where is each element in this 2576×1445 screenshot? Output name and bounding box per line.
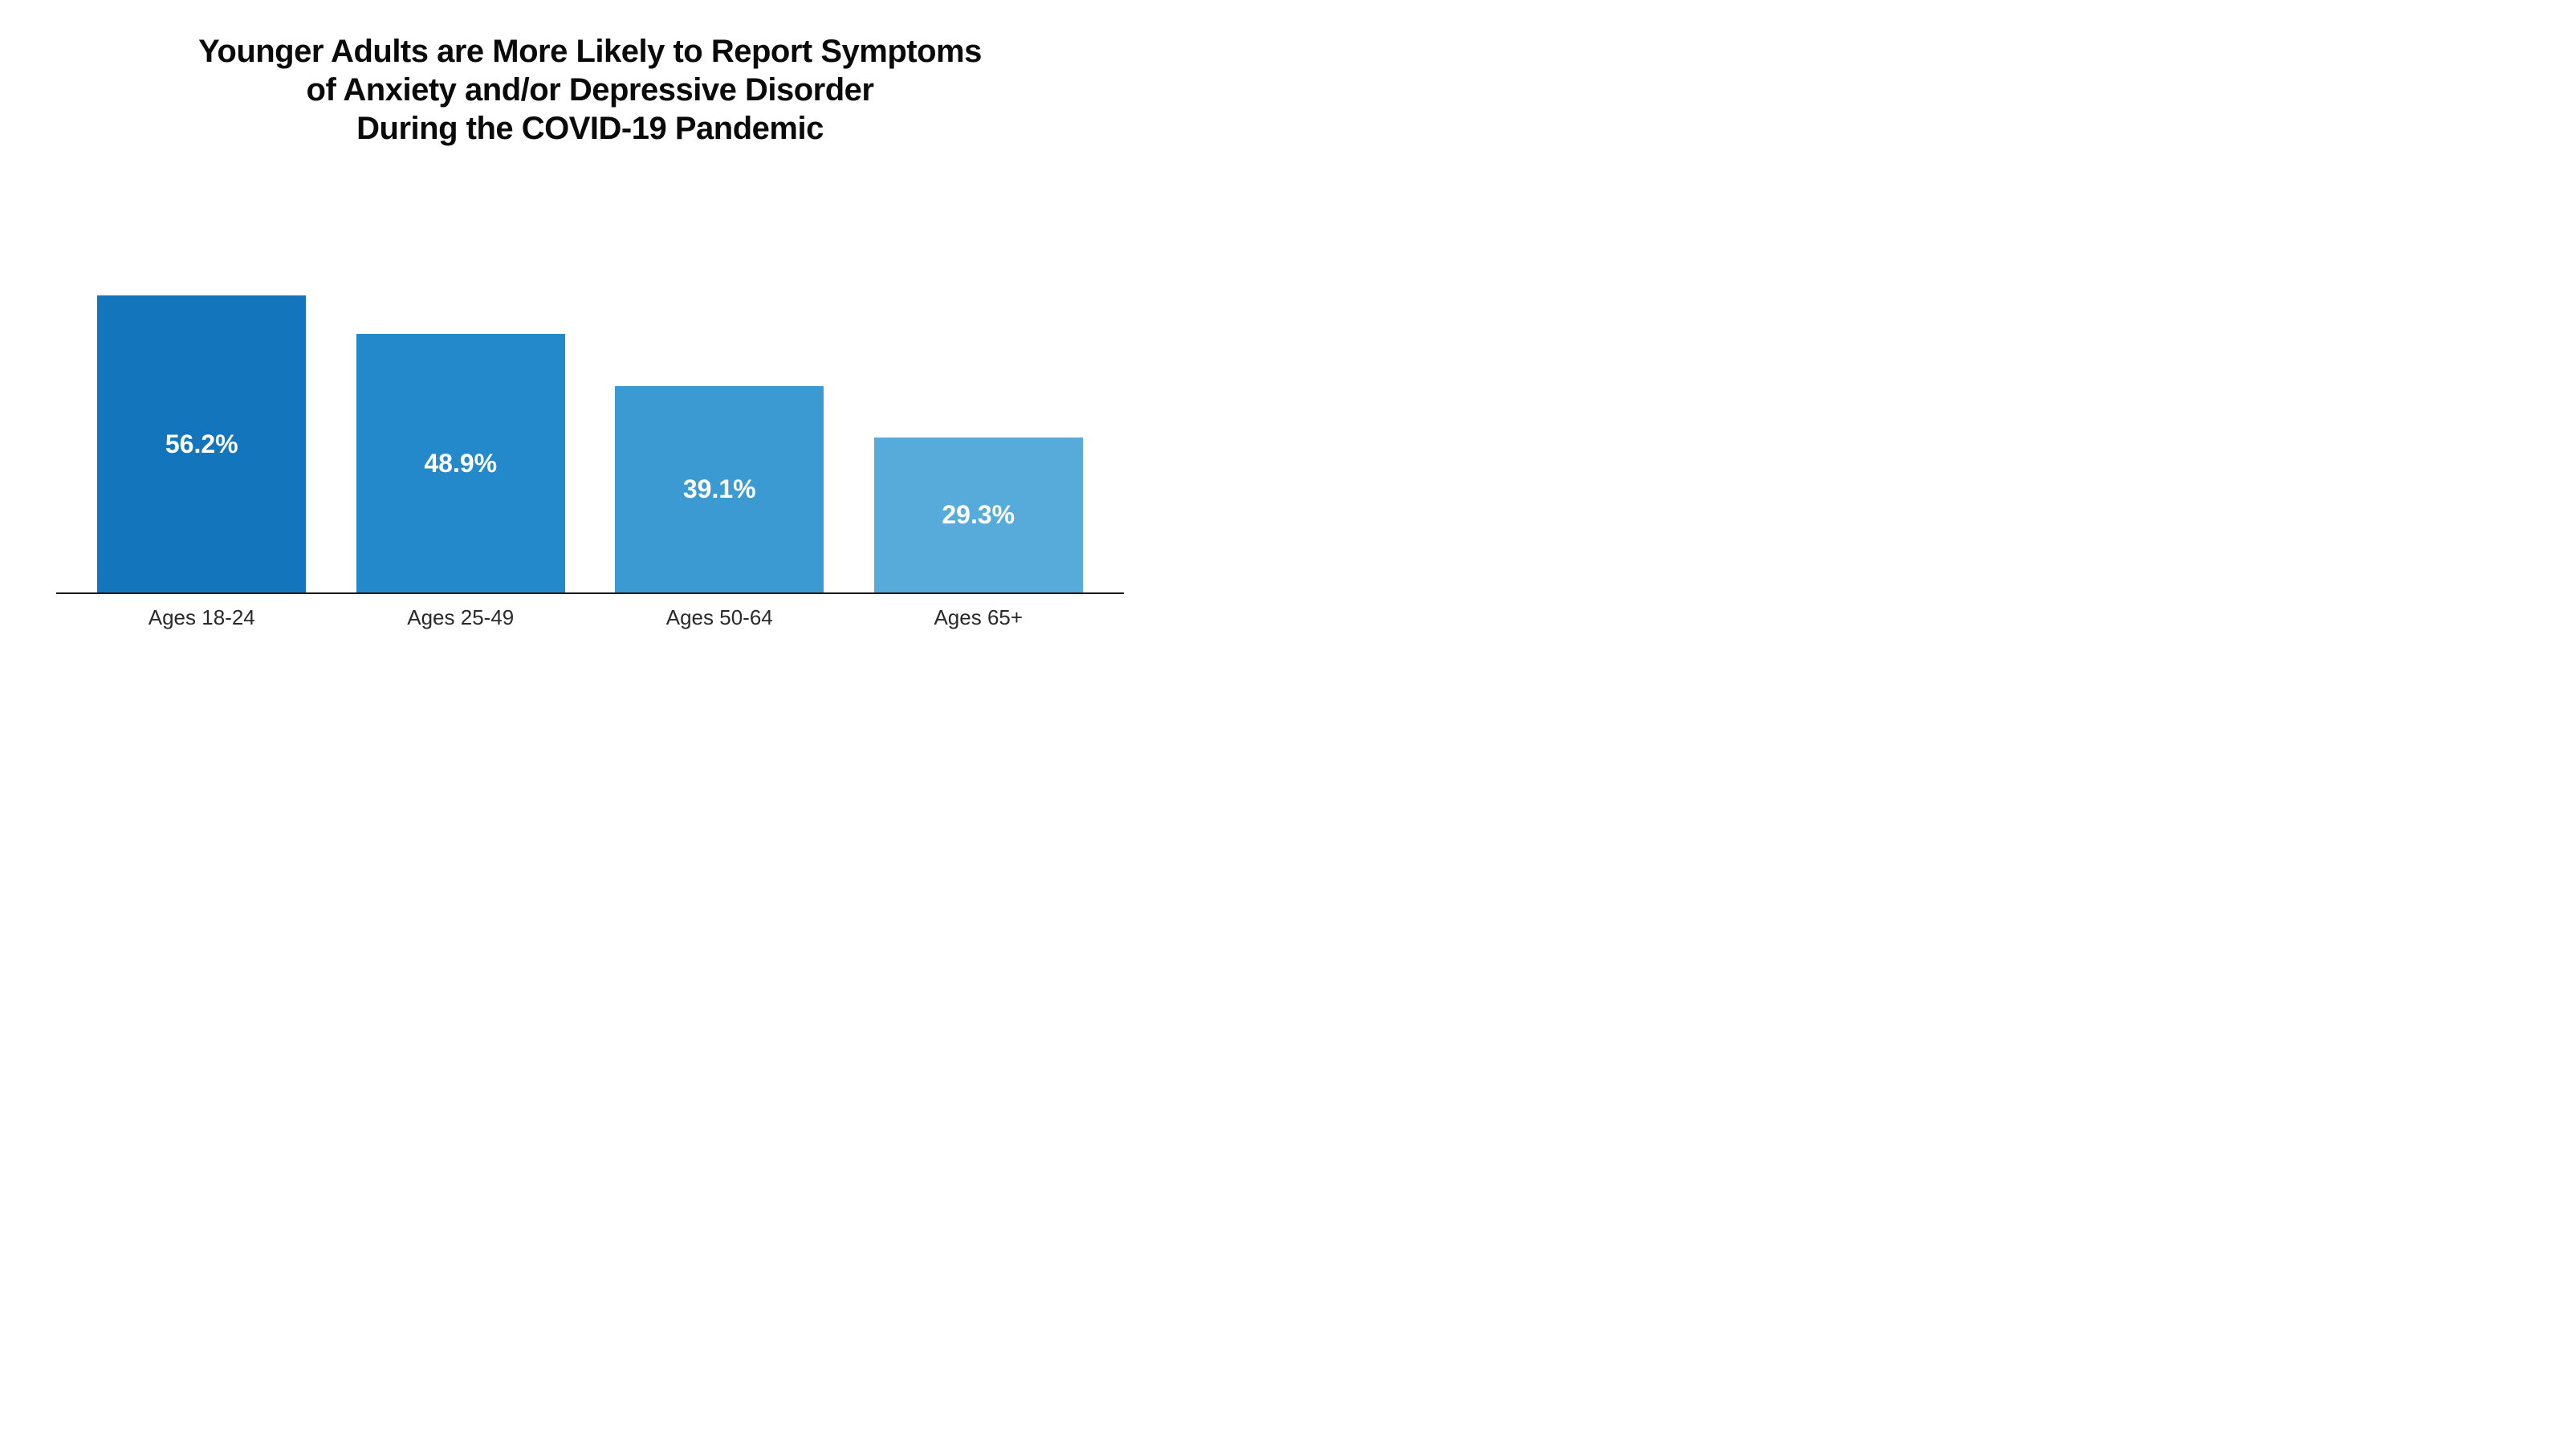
bar-ages-25-49: 48.9% [356,334,565,592]
bars-row: 56.2% 48.9% 39.1% 29.3% [56,295,1124,594]
chart-title: Younger Adults are More Likely to Report… [198,32,982,148]
x-axis-labels: Ages 18-24 Ages 25-49 Ages 50-64 Ages 65… [56,594,1124,630]
bar-slot-1: 48.9% [332,295,591,592]
bar-ages-18-24: 56.2% [97,295,306,592]
title-line-3: During the COVID-19 Pandemic [356,111,824,146]
chart-container: Younger Adults are More Likely to Report… [0,0,1180,662]
bar-value-label: 56.2% [165,429,238,459]
x-axis-label: Ages 50-64 [666,605,773,630]
bar-ages-50-64: 39.1% [615,386,824,592]
bar-value-label: 48.9% [424,449,497,478]
bar-slot-0: 56.2% [72,295,332,592]
chart-plot-area: 56.2% 48.9% 39.1% 29.3% Ages [56,156,1124,630]
bar-ages-65-plus: 29.3% [874,438,1083,592]
bar-value-label: 29.3% [942,500,1015,530]
title-line-2: of Anxiety and/or Depressive Disorder [307,72,874,108]
x-axis-label: Ages 65+ [934,605,1023,630]
axis-slot-0: Ages 18-24 [72,605,332,630]
x-axis-label: Ages 25-49 [407,605,514,630]
axis-slot-3: Ages 65+ [849,605,1109,630]
bar-slot-3: 29.3% [849,295,1109,592]
x-axis-label: Ages 18-24 [149,605,255,630]
bar-value-label: 39.1% [683,474,756,504]
axis-slot-1: Ages 25-49 [332,605,591,630]
title-line-1: Younger Adults are More Likely to Report… [198,34,982,69]
axis-slot-2: Ages 50-64 [590,605,849,630]
bar-slot-2: 39.1% [590,295,849,592]
